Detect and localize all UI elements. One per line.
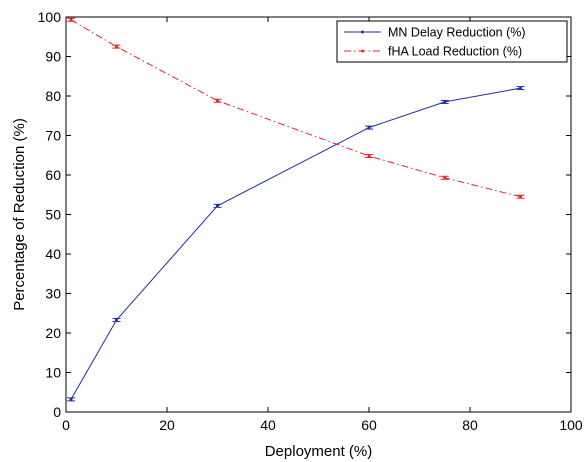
series-1-point-1 xyxy=(115,45,118,49)
y-tick-label-10: 100 xyxy=(38,9,62,25)
y-tick-label-6: 60 xyxy=(45,167,61,183)
series-1-point-5 xyxy=(519,195,522,199)
series-1-point-2 xyxy=(216,99,219,103)
series-line-1 xyxy=(70,19,521,198)
legend-label-mn-delay: MN Delay Reduction (%) xyxy=(388,26,526,40)
y-tick-label-1: 10 xyxy=(45,365,61,381)
y-tick-label-3: 30 xyxy=(45,286,61,302)
plot-area xyxy=(65,16,572,413)
series-layer xyxy=(67,17,525,402)
x-axis: 0 20 40 60 80 100 xyxy=(62,17,583,433)
x-tick-label-1: 20 xyxy=(159,417,175,433)
y-tick-label-8: 80 xyxy=(45,88,61,104)
y-tick-label-0: 0 xyxy=(53,404,61,420)
y-axis-title: Percentage of Reduction (%) xyxy=(11,118,28,311)
x-tick-label-4: 80 xyxy=(462,417,478,433)
y-tick-label-9: 90 xyxy=(45,49,61,65)
x-tick-label-2: 40 xyxy=(260,417,276,433)
legend-marker-mn-delay xyxy=(361,30,364,34)
series-0-point-3 xyxy=(367,126,371,130)
series-1-point-3 xyxy=(367,154,371,158)
series-0-point-1 xyxy=(115,318,118,322)
x-tick-label-5: 100 xyxy=(559,417,583,433)
series-0-point-0 xyxy=(69,397,73,401)
series-line-0 xyxy=(70,87,521,400)
legend-box xyxy=(336,20,568,63)
legend: MN Delay Reduction (%) fHA Load Reductio… xyxy=(336,20,568,63)
y-tick-label-4: 40 xyxy=(45,246,61,262)
series-0-point-5 xyxy=(519,86,522,90)
y-tick-label-7: 70 xyxy=(45,128,61,144)
series-1-point-0 xyxy=(69,18,73,22)
series-0-point-2 xyxy=(216,204,219,208)
y-tick-label-5: 50 xyxy=(45,207,61,223)
x-tick-label-3: 60 xyxy=(361,417,377,433)
series-1-point-4 xyxy=(443,176,447,180)
legend-label-fha-load: fHA Load Reduction (%) xyxy=(388,45,522,59)
y-axis: 0 10 20 30 40 50 60 70 80 90 100 xyxy=(38,9,571,420)
y-tick-label-2: 20 xyxy=(45,325,61,341)
x-axis-title: Deployment (%) xyxy=(265,443,373,460)
legend-marker-fha-load xyxy=(361,49,364,53)
series-0-point-4 xyxy=(443,100,447,104)
x-tick-label-0: 0 xyxy=(62,417,70,433)
